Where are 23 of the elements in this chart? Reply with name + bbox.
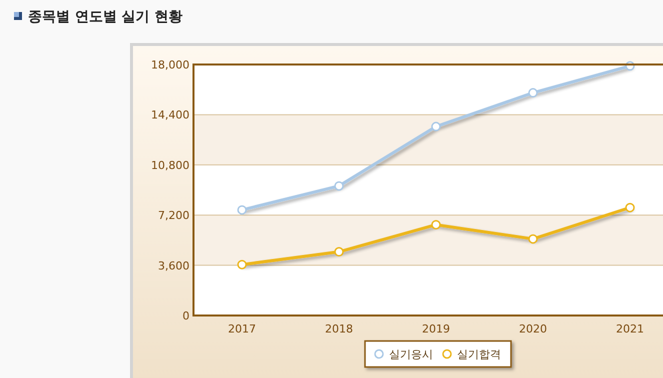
x-tick-label: 2018 [325,322,353,336]
point [431,220,441,230]
chart-title: 종목별 연도별 실기 현황 [28,9,183,25]
point [237,205,247,215]
point [237,260,247,270]
point [625,202,635,212]
y-tick-label: 7,200 [158,209,190,222]
point [528,88,538,98]
y-tick-label: 14,400 [151,108,190,122]
legend-label: 실기합격 [457,348,501,361]
x-tick-label: 2021 [616,322,644,336]
legend-label: 실기응시 [389,348,433,361]
x-tick-label: 2020 [519,322,547,336]
y-tick-label: 0 [182,310,190,322]
y-tick-label: 18,000 [151,58,190,72]
point [334,181,344,191]
point [334,247,344,257]
y-tick-label: 10,800 [151,158,190,172]
y-tick-label: 3,600 [158,259,190,272]
x-tick-label: 2019 [422,322,450,336]
point [431,122,441,132]
point [528,234,538,244]
x-tick-label: 2017 [228,322,256,336]
